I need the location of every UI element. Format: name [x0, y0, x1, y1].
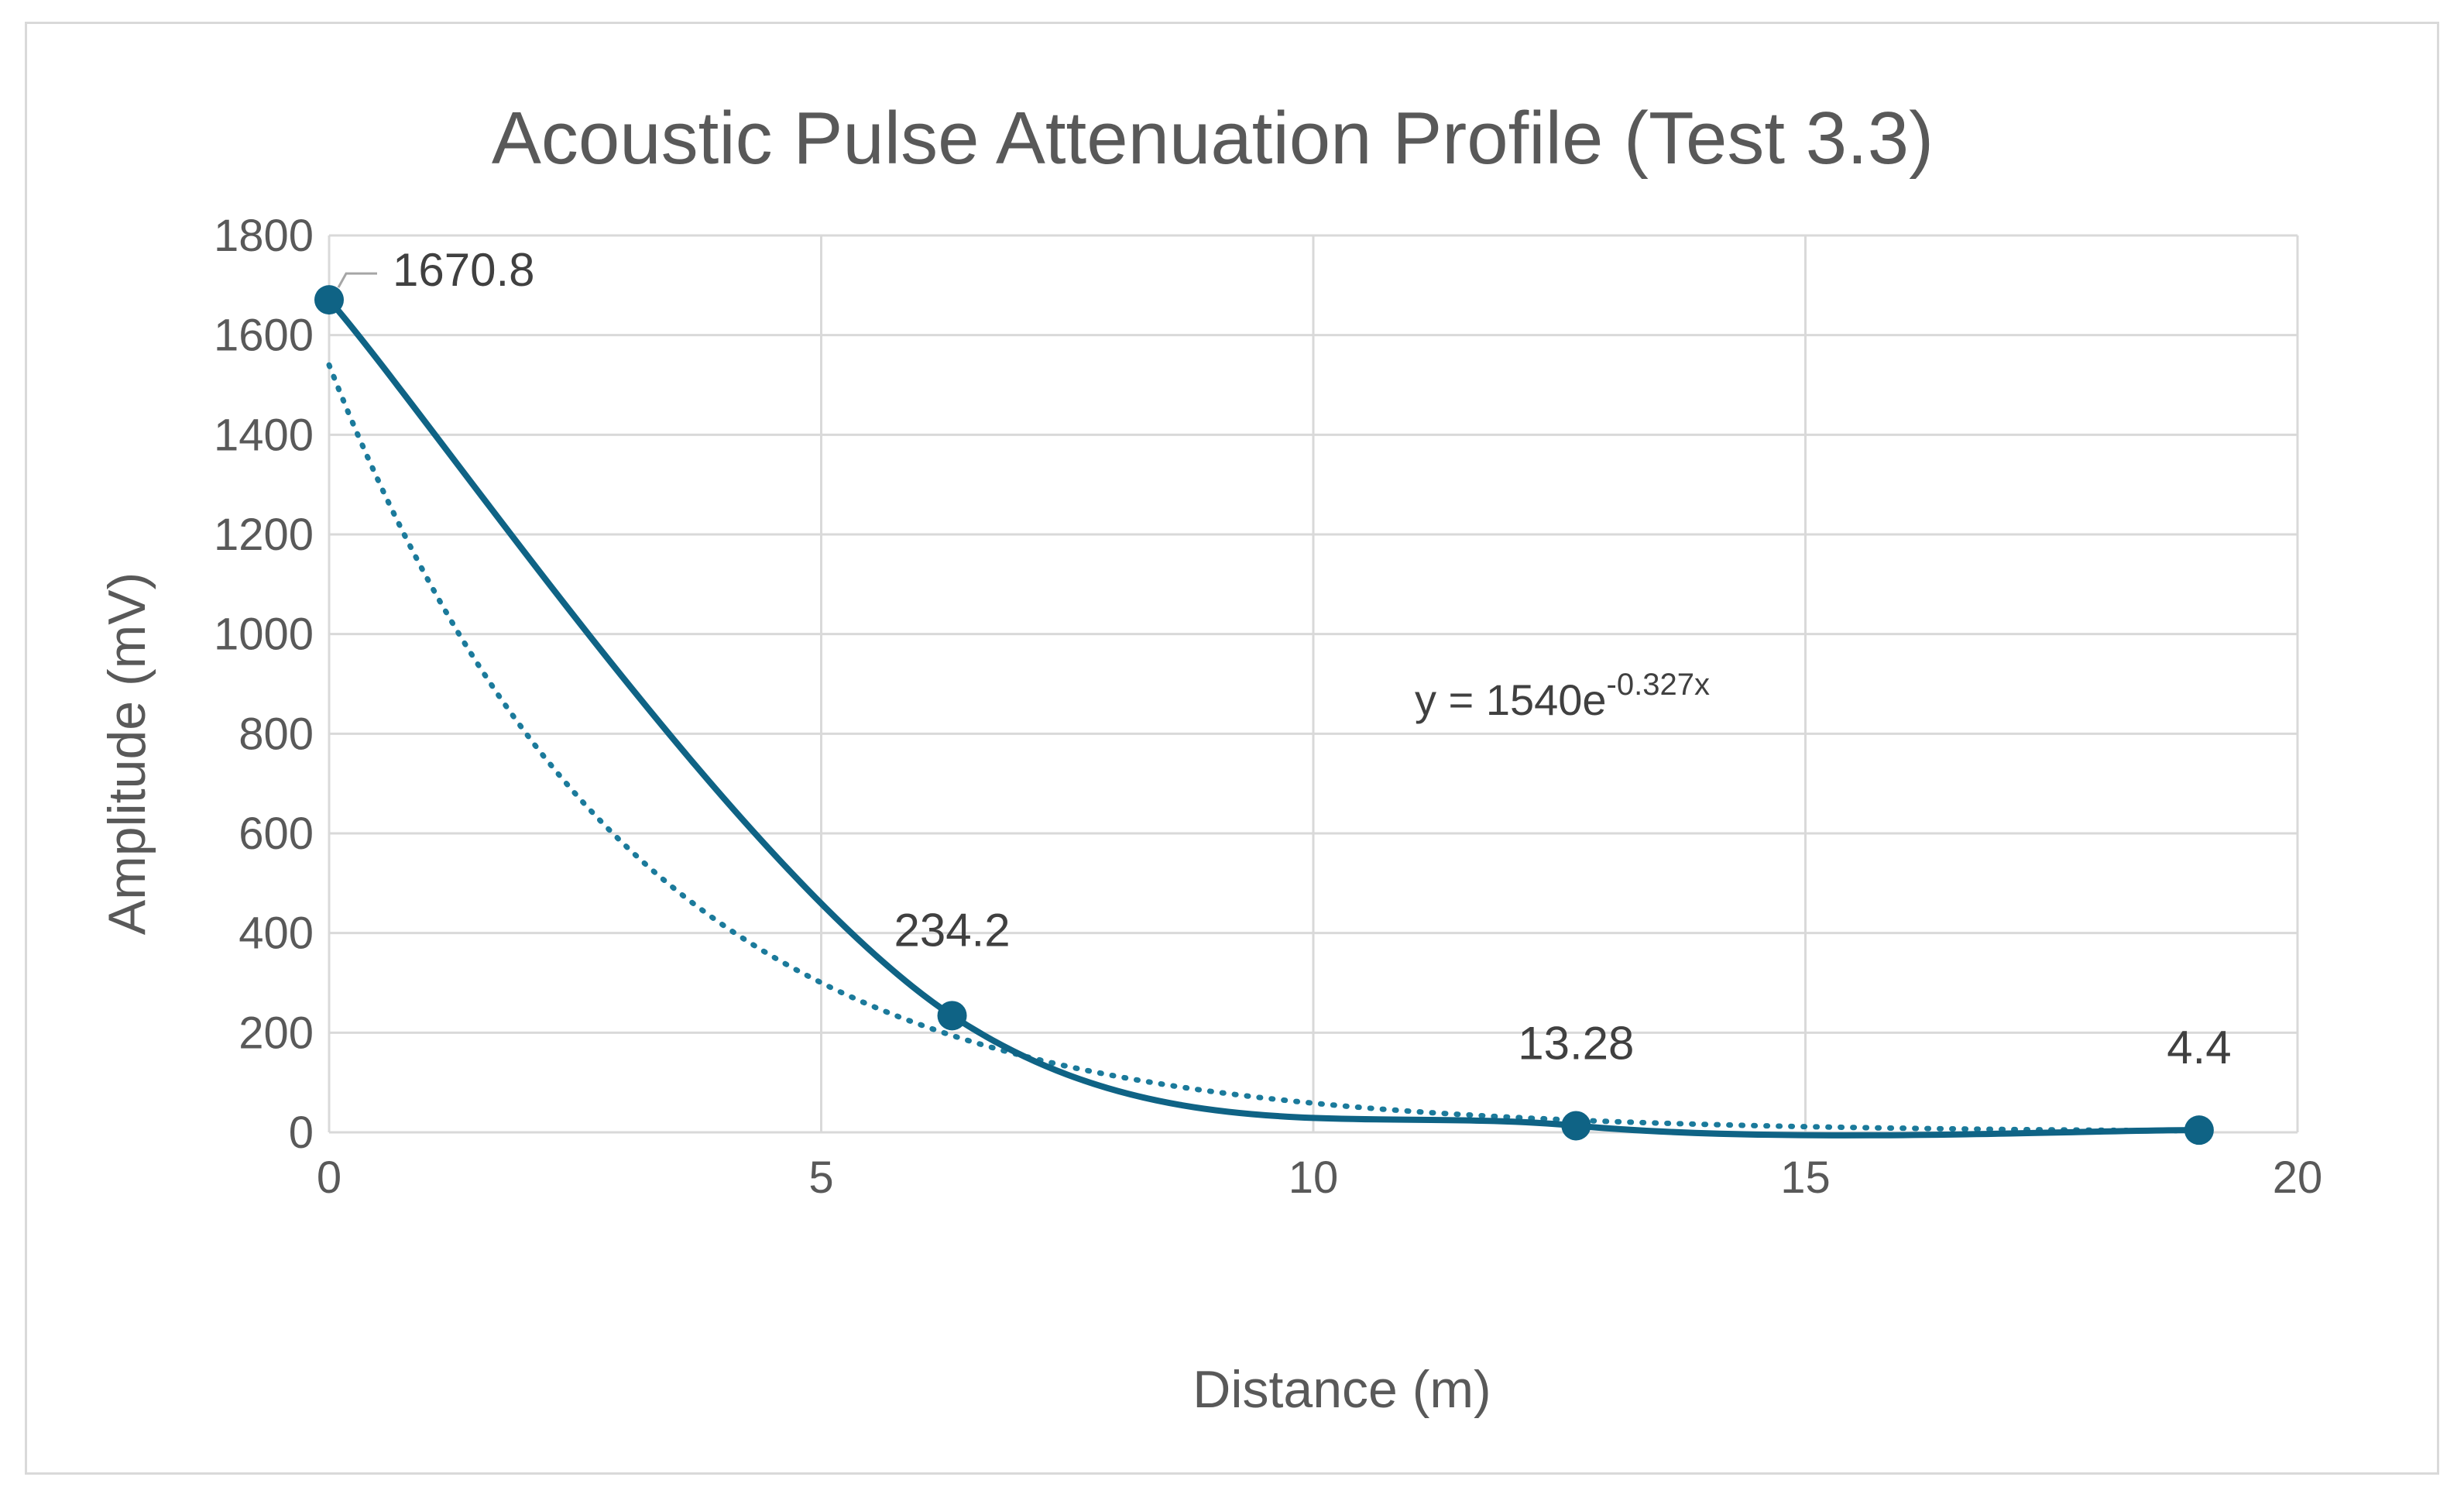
- data-label: 4.4: [2167, 1022, 2231, 1073]
- y-tick-label: 200: [239, 1008, 314, 1058]
- x-tick-label: 0: [317, 1152, 341, 1203]
- y-tick-label: 1600: [214, 311, 314, 361]
- y-tick-label: 800: [239, 709, 314, 759]
- y-tick-label: 1200: [214, 510, 314, 560]
- chart-title: Acoustic Pulse Attenuation Profile (Test…: [492, 97, 1934, 180]
- grid-layer: [328, 234, 2299, 1134]
- y-tick-label: 1400: [214, 410, 314, 460]
- data-point-marker: [937, 1001, 967, 1031]
- x-tick-label: 10: [1289, 1152, 1339, 1203]
- data-point-marker: [314, 285, 344, 315]
- x-tick-label: 5: [808, 1152, 833, 1203]
- y-tick-label: 0: [289, 1108, 314, 1158]
- tick-layer: 0 200 400 600 800 1000 1200 1400 1600 1800 0 5 10 15 2…: [214, 211, 2322, 1203]
- y-tick-label: 600: [239, 809, 314, 859]
- amplitude-series-line: [326, 297, 2202, 1139]
- data-point-marker: [1561, 1111, 1591, 1141]
- trendline-equation: y = 1540e-0.327x: [1415, 668, 1710, 724]
- y-tick-label: 1000: [214, 610, 314, 660]
- x-tick-label: 15: [1780, 1152, 1831, 1203]
- y-tick-label: 400: [239, 908, 314, 959]
- data-label-leader: [337, 272, 377, 288]
- trend-layer: [326, 362, 2202, 1134]
- y-axis-title: Amplitude (mV): [98, 572, 156, 936]
- data-label: 234.2: [894, 904, 1010, 956]
- chart-frame: 1670.8 234.2 13.28 4.4 0 200 400 600 800 1000 120…: [25, 22, 2439, 1475]
- label-layer: 1670.8 234.2 13.28 4.4: [337, 244, 2232, 1073]
- data-label: 1670.8: [393, 244, 535, 296]
- y-tick-label: 1800: [214, 211, 314, 261]
- data-label: 13.28: [1518, 1017, 1634, 1069]
- trendline-equation-exponent: -0.327x: [1607, 668, 1710, 702]
- trendline-equation-base: y = 1540e: [1415, 675, 1607, 724]
- x-axis-title: Distance (m): [1193, 1360, 1491, 1419]
- x-tick-label: 20: [2273, 1152, 2323, 1203]
- data-point-marker: [2184, 1115, 2214, 1146]
- series-layer: [326, 297, 2202, 1139]
- point-layer: [314, 285, 2214, 1146]
- exponential-trendline: [326, 362, 2202, 1134]
